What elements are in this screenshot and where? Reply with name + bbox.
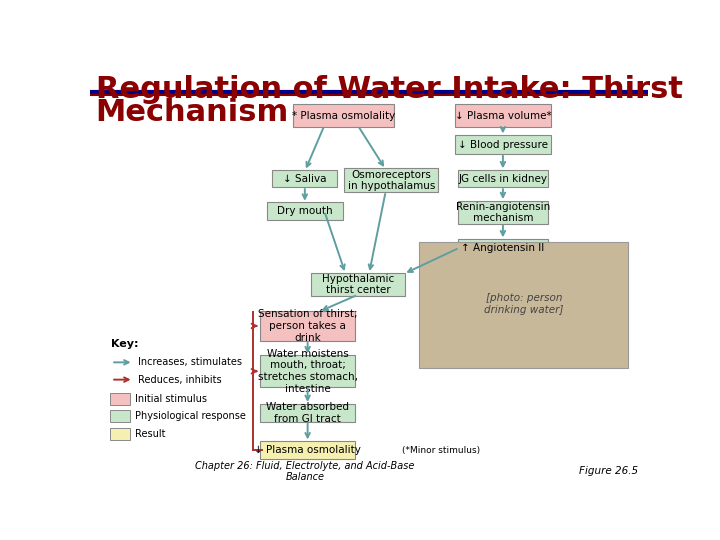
Text: Result: Result [135,429,165,438]
Text: ↓ Plasma osmolality: ↓ Plasma osmolality [254,446,361,455]
FancyBboxPatch shape [458,239,548,256]
Text: Reduces, inhibits: Reduces, inhibits [138,375,222,384]
FancyBboxPatch shape [458,170,548,187]
Text: Dry mouth: Dry mouth [277,206,333,216]
Text: Figure 26.5: Figure 26.5 [580,467,639,476]
FancyBboxPatch shape [419,241,629,368]
Text: (*Minor stimulus): (*Minor stimulus) [402,446,481,455]
FancyBboxPatch shape [455,104,551,127]
Text: JG cells in kidney: JG cells in kidney [459,174,547,184]
Text: Sensation of thirst;
person takes a
drink: Sensation of thirst; person takes a drin… [258,309,357,342]
FancyBboxPatch shape [110,428,130,440]
FancyBboxPatch shape [311,273,405,296]
Text: Initial stimulus: Initial stimulus [135,394,207,404]
Text: Water moistens
mouth, throat;
stretches stomach,
intestine: Water moistens mouth, throat; stretches … [258,349,358,394]
Text: Chapter 26: Fluid, Electrolyte, and Acid-Base
Balance: Chapter 26: Fluid, Electrolyte, and Acid… [195,461,415,482]
FancyBboxPatch shape [260,355,356,388]
FancyBboxPatch shape [260,441,356,460]
Text: ↑ Angiotensin II: ↑ Angiotensin II [462,243,544,253]
Text: Increases, stimulates: Increases, stimulates [138,357,242,367]
FancyBboxPatch shape [260,310,356,341]
Text: Osmoreceptors
in hypothalamus: Osmoreceptors in hypothalamus [348,170,435,191]
FancyBboxPatch shape [455,135,551,154]
Text: Physiological response: Physiological response [135,411,246,421]
Text: ↓ Saliva: ↓ Saliva [283,174,327,184]
FancyBboxPatch shape [272,170,337,187]
Text: * Plasma osmolality: * Plasma osmolality [292,111,395,120]
FancyBboxPatch shape [293,104,395,127]
FancyBboxPatch shape [267,202,343,220]
FancyBboxPatch shape [344,168,438,192]
FancyBboxPatch shape [260,404,356,422]
Text: Key:: Key: [111,339,139,349]
Text: Water absorbed
from GI tract: Water absorbed from GI tract [266,402,349,423]
Text: Regulation of Water Intake: Thirst: Regulation of Water Intake: Thirst [96,75,683,104]
Text: ↓ Plasma volume*: ↓ Plasma volume* [454,111,552,120]
FancyBboxPatch shape [110,410,130,422]
Text: Mechanism: Mechanism [96,98,289,127]
Text: ↓ Blood pressure: ↓ Blood pressure [458,140,548,150]
Text: [photo: person
drinking water]: [photo: person drinking water] [485,293,564,315]
Text: Hypothalamic
thirst center: Hypothalamic thirst center [322,274,394,295]
Text: Renin-angiotensin
mechanism: Renin-angiotensin mechanism [456,201,550,223]
FancyBboxPatch shape [110,393,130,405]
FancyBboxPatch shape [458,201,548,224]
